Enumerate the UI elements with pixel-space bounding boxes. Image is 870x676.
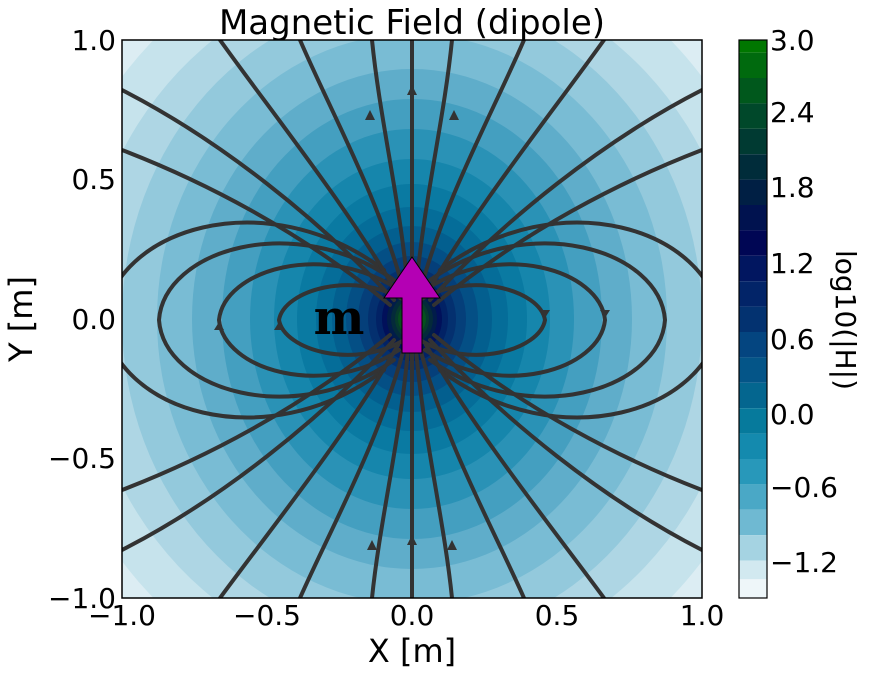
svg-text:0.5: 0.5: [71, 163, 116, 196]
svg-text:1.0: 1.0: [71, 24, 116, 57]
y-tick-labels: 1.0 0.5 0.0 −0.5 −1.0: [48, 24, 116, 615]
colorbar: [738, 39, 768, 599]
x-tick-labels: −1.0 −0.5 0.0 0.5 1.0: [88, 599, 724, 632]
svg-text:1.0: 1.0: [680, 599, 725, 632]
svg-text:3.0: 3.0: [770, 24, 815, 57]
streamlines: [122, 40, 702, 598]
moment-label: m: [314, 290, 365, 346]
svg-text:0.0: 0.0: [71, 303, 116, 336]
svg-text:2.4: 2.4: [770, 96, 815, 129]
svg-text:0.0: 0.0: [390, 599, 435, 632]
svg-text:0.6: 0.6: [770, 323, 815, 356]
colorbar-label: log10(|H|): [829, 250, 862, 390]
svg-text:−1.2: −1.2: [770, 546, 838, 579]
svg-text:−0.6: −0.6: [770, 471, 838, 504]
svg-text:0.5: 0.5: [535, 599, 580, 632]
chart-title: Magnetic Field (dipole): [219, 3, 605, 43]
svg-text:−0.5: −0.5: [233, 599, 301, 632]
svg-text:−1.0: −1.0: [88, 599, 156, 632]
x-axis-label: X [m]: [368, 632, 456, 670]
svg-text:0.0: 0.0: [770, 398, 815, 431]
streamline-arrowheads: [214, 85, 610, 550]
svg-text:−0.5: −0.5: [48, 442, 116, 475]
y-axis-label: Y [m]: [2, 276, 40, 363]
dipole-moment-arrow: [383, 256, 441, 354]
svg-text:−1.0: −1.0: [48, 582, 116, 615]
svg-text:1.8: 1.8: [770, 171, 815, 204]
svg-text:1.2: 1.2: [770, 247, 815, 280]
colorbar-tick-labels: 3.0 2.4 1.8 1.2 0.6 0.0 −0.6 −1.2: [770, 24, 838, 579]
plot-frame: [121, 39, 703, 599]
